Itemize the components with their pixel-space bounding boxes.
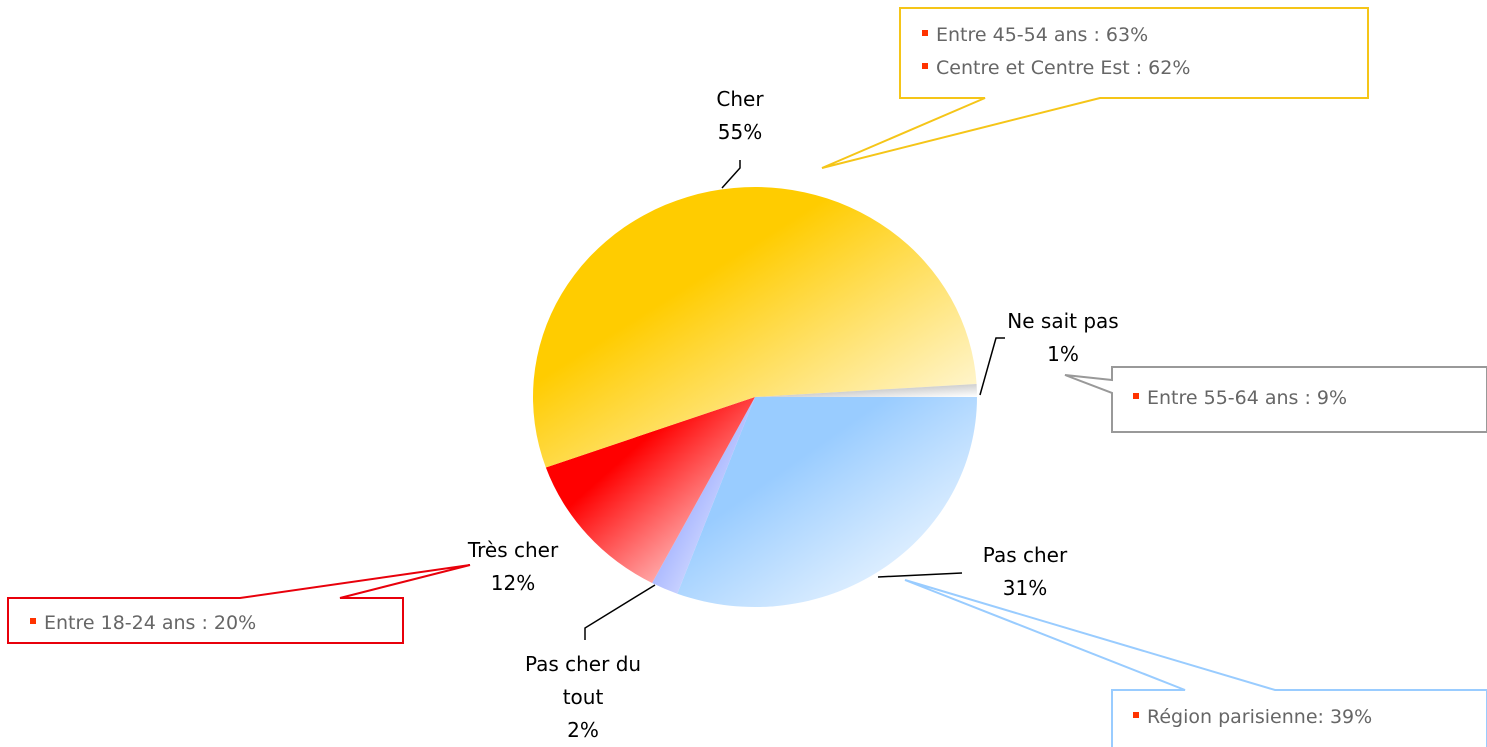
slice-value-label: 31% xyxy=(1002,576,1048,600)
callout-item: Entre 45-54 ans : 63% xyxy=(922,24,1148,46)
callout-item: Entre 55-64 ans : 9% xyxy=(1133,387,1347,409)
callout-item: Centre et Centre Est : 62% xyxy=(922,57,1190,79)
leader-line xyxy=(721,160,741,189)
slice-value-label: 2% xyxy=(567,718,599,742)
slice-label: Cher xyxy=(716,87,764,111)
slice-label: Pas cher du tout xyxy=(524,652,642,709)
slice-label: Ne sait pas xyxy=(1007,309,1119,333)
leader-line xyxy=(877,572,963,578)
slice-label: Très cher xyxy=(467,538,559,562)
slice-value-label: 55% xyxy=(717,120,763,144)
callout-box xyxy=(821,7,1369,169)
slice-value-label: 12% xyxy=(490,571,536,595)
leader-line xyxy=(584,584,656,640)
callout-item: Entre 18-24 ans : 20% xyxy=(30,612,256,634)
slice-value-label: 1% xyxy=(1047,342,1079,366)
pie-slice xyxy=(652,397,755,594)
slice-label: Pas cher xyxy=(982,543,1068,567)
pie-slice xyxy=(755,383,977,397)
leader-lines xyxy=(584,160,1005,640)
leader-line xyxy=(979,337,1005,396)
pie-slice xyxy=(545,397,755,584)
pie-slice xyxy=(677,397,977,607)
pie-slice xyxy=(533,187,977,468)
callout-item: Région parisienne: 39% xyxy=(1133,706,1372,728)
